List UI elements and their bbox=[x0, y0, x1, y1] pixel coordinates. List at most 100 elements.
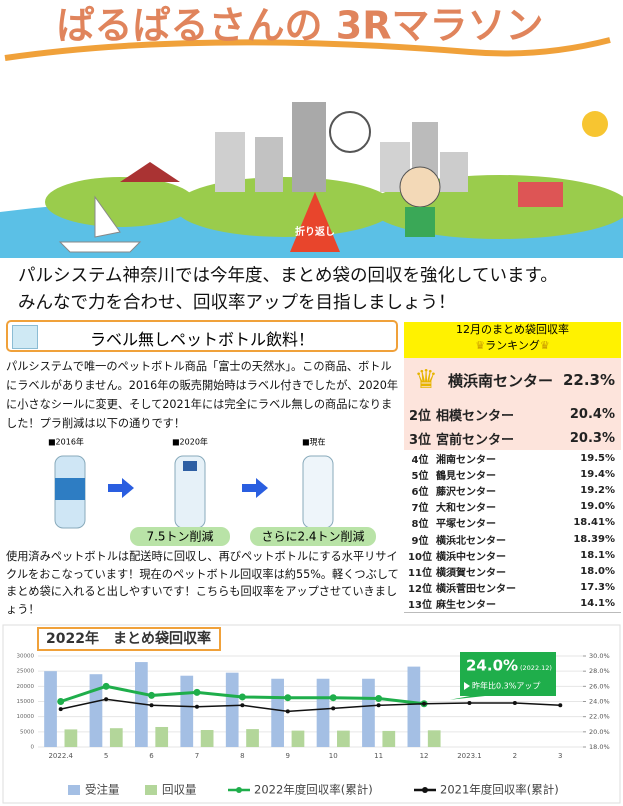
y2-tick-label: 22.0% bbox=[589, 713, 610, 721]
rate: 20.3% bbox=[569, 430, 615, 446]
center-name: 相模センター bbox=[436, 408, 515, 424]
rate: 14.1% bbox=[580, 598, 615, 610]
center-name: 横浜中センター bbox=[436, 551, 506, 563]
bar bbox=[316, 678, 330, 747]
legend-label: 受注量 bbox=[85, 783, 120, 797]
article-title: ラベル無しペットボトル飲料！ bbox=[89, 330, 314, 349]
center-name: 鶴見センター bbox=[436, 470, 496, 482]
crown: ♛ bbox=[475, 339, 486, 352]
rate: 22.3% bbox=[562, 371, 615, 389]
rate: 19.2% bbox=[580, 484, 615, 496]
line-marker bbox=[285, 709, 290, 714]
line-marker bbox=[58, 707, 63, 712]
illustration: 折り返し bbox=[0, 62, 623, 258]
legend-label: 回収量 bbox=[162, 783, 197, 797]
sail bbox=[94, 195, 121, 238]
rank-cell: ♛ bbox=[414, 365, 438, 395]
rate: 19.0% bbox=[580, 501, 615, 513]
arrow bbox=[242, 478, 268, 498]
y-tick-label: 0 bbox=[31, 745, 35, 751]
line-marker bbox=[375, 694, 383, 702]
legend-label: 2022年度回収率(累計) bbox=[254, 783, 373, 797]
center-name: 平塚センター bbox=[436, 519, 496, 531]
bar bbox=[64, 729, 78, 747]
ranking-row: 5位 鶴見センター 19.4% bbox=[404, 466, 621, 484]
building bbox=[255, 137, 283, 192]
ranking-row: 9位 横浜北センター 18.39% bbox=[404, 531, 621, 549]
ranking-row: ♛ 横浜南センター 22.3% bbox=[404, 358, 621, 403]
rank-cell: 2位 bbox=[408, 408, 432, 424]
bar bbox=[337, 730, 350, 747]
line bbox=[60, 698, 561, 713]
rank-cell: 7位 bbox=[411, 503, 429, 515]
y2-tick-label: 18.0% bbox=[589, 743, 610, 751]
x-tick-label: 12 bbox=[420, 752, 429, 760]
chart: 2022年 まとめ袋回収率 0 5000 10000 15000 20000 25000 3… bbox=[2, 624, 621, 804]
rank-cell: 8位 bbox=[411, 519, 429, 531]
bar bbox=[155, 726, 169, 747]
line-marker bbox=[193, 688, 201, 696]
legend-swatch bbox=[145, 785, 157, 795]
pill bbox=[130, 527, 230, 546]
ranking-row: 6位 藤沢センター 19.2% bbox=[404, 482, 621, 500]
ranking-title: 12月のまとめ袋回収率 bbox=[456, 323, 569, 336]
bar bbox=[427, 730, 441, 747]
sign: 折り返し bbox=[295, 225, 335, 238]
rank-cell: 9位 bbox=[411, 535, 429, 547]
reduction: 7.5トン削減 bbox=[146, 529, 213, 544]
bar bbox=[407, 666, 421, 747]
legend-marker bbox=[236, 787, 242, 793]
y2-tick-label: 26.0% bbox=[589, 682, 610, 690]
callout-pointer bbox=[450, 696, 485, 700]
x-tick-label: 2022.4 bbox=[48, 752, 73, 760]
bottle bbox=[302, 455, 334, 529]
legend-marker bbox=[422, 787, 428, 793]
rate: 20.4% bbox=[569, 406, 615, 422]
line-marker bbox=[149, 703, 154, 708]
bar bbox=[200, 730, 214, 747]
x-tick-label: 11 bbox=[374, 752, 383, 760]
cone bbox=[290, 192, 340, 252]
bar bbox=[291, 730, 305, 747]
center-name: 横須賀センター bbox=[436, 567, 506, 579]
bar bbox=[225, 672, 239, 747]
tower bbox=[292, 102, 326, 192]
building bbox=[215, 132, 245, 192]
line-marker bbox=[422, 701, 427, 706]
article-body: パルシステムで唯一のペットボトル商品「富士の天然水」。この商品、ボトルにラベルが… bbox=[6, 360, 399, 430]
reduction: さらに2.4トン削減 bbox=[261, 529, 364, 544]
line-marker bbox=[148, 691, 156, 699]
ranking-row: 7位 大和センター 19.0% bbox=[404, 498, 621, 516]
line-marker bbox=[57, 698, 65, 705]
bar bbox=[44, 671, 57, 747]
line-marker bbox=[331, 706, 336, 711]
rank-cell: 12位 bbox=[408, 584, 432, 596]
ranking-row: 4位 湘南センター 19.5% bbox=[404, 450, 621, 468]
ranking-row: 2位 相模センター 20.4% bbox=[404, 402, 621, 427]
chart-title-box bbox=[37, 627, 221, 651]
line-marker bbox=[102, 682, 110, 690]
line-marker bbox=[240, 703, 245, 708]
bottles: ■2016年 ■2020年 ■現在 7.5トン削減 さらに2.4トン削減 bbox=[48, 437, 376, 546]
center-name: 大和センター bbox=[436, 503, 496, 515]
bar bbox=[271, 678, 284, 747]
bar bbox=[109, 728, 123, 747]
bottle-label: ■2020年 bbox=[172, 437, 208, 447]
y-tick-label: 25000 bbox=[17, 669, 35, 675]
ranking-subtitle: ♛ランキング♛ bbox=[404, 338, 621, 354]
legend-swatch bbox=[68, 785, 80, 795]
center-name: 横浜南センター bbox=[448, 371, 554, 390]
arrow bbox=[108, 478, 134, 498]
bottle-seal bbox=[183, 461, 197, 471]
bar bbox=[89, 674, 103, 747]
x-tick-label: 9 bbox=[286, 752, 290, 760]
callout-date: (2022.12) bbox=[520, 664, 552, 672]
line-marker bbox=[284, 694, 292, 702]
wheel bbox=[329, 111, 371, 153]
y2-tick-label: 24.0% bbox=[589, 698, 610, 706]
header: ぱるぱるさんの 3Rマラソン bbox=[4, 4, 611, 61]
boat bbox=[58, 241, 142, 253]
rate: 18.1% bbox=[580, 549, 615, 561]
ranking-row: 8位 平塚センター 18.41% bbox=[404, 514, 621, 532]
